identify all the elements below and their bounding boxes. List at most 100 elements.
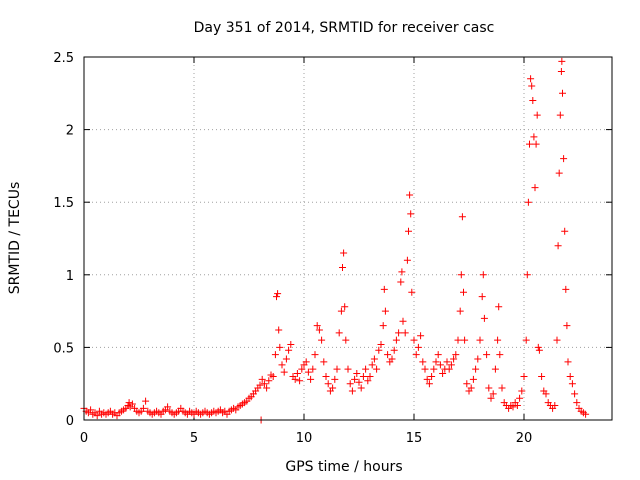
data-point xyxy=(344,365,352,373)
data-point xyxy=(498,384,506,392)
data-point xyxy=(553,336,561,344)
data-point xyxy=(439,370,447,378)
y-tick-label: 2.5 xyxy=(53,51,74,66)
data-point xyxy=(522,336,530,344)
data-point xyxy=(346,380,354,388)
data-point xyxy=(291,375,299,383)
data-point xyxy=(302,358,310,366)
data-point xyxy=(485,384,493,392)
y-tick-label: 2 xyxy=(66,124,74,139)
data-point xyxy=(322,372,330,380)
data-point xyxy=(125,399,133,407)
data-point xyxy=(377,340,385,348)
data-point xyxy=(566,372,574,380)
data-point xyxy=(454,336,462,344)
data-point xyxy=(430,365,438,373)
data-point xyxy=(528,82,536,90)
data-point xyxy=(445,365,453,373)
data-point xyxy=(407,210,415,218)
data-point xyxy=(353,370,361,378)
data-point xyxy=(307,375,315,383)
data-point xyxy=(380,285,388,293)
data-point xyxy=(496,351,504,359)
data-point xyxy=(526,140,533,148)
data-point xyxy=(563,322,571,330)
data-point xyxy=(529,97,537,105)
data-point xyxy=(296,377,304,385)
data-point xyxy=(318,336,326,344)
data-point xyxy=(474,355,482,363)
data-point xyxy=(555,169,563,177)
data-point xyxy=(480,314,488,322)
data-point xyxy=(335,329,343,337)
data-point xyxy=(329,384,337,392)
data-point xyxy=(524,198,532,206)
data-point xyxy=(373,365,381,373)
data-point xyxy=(274,290,282,298)
data-point xyxy=(408,288,416,296)
data-point xyxy=(417,332,425,340)
x-tick-label: 15 xyxy=(406,431,423,446)
data-point xyxy=(538,372,546,380)
data-point xyxy=(395,329,403,337)
data-point xyxy=(494,336,502,344)
data-point xyxy=(489,390,497,398)
x-tick-label: 10 xyxy=(296,431,313,446)
data-point xyxy=(495,303,503,311)
data-point xyxy=(554,242,562,250)
data-point xyxy=(278,361,286,369)
data-point xyxy=(452,351,460,359)
data-point xyxy=(456,307,464,315)
data-point xyxy=(412,351,420,359)
data-point xyxy=(561,227,569,235)
data-points xyxy=(80,57,590,424)
data-point xyxy=(556,111,564,119)
data-point xyxy=(398,268,406,276)
data-point xyxy=(428,372,436,380)
data-point xyxy=(293,370,301,378)
y-tick-label: 1.5 xyxy=(53,196,74,211)
data-point xyxy=(273,293,280,301)
data-point xyxy=(516,394,524,402)
data-point xyxy=(364,377,372,385)
data-point xyxy=(87,406,95,414)
data-point xyxy=(542,390,550,398)
data-point xyxy=(460,288,467,296)
data-point xyxy=(287,340,295,348)
data-point xyxy=(362,365,370,373)
data-point xyxy=(568,380,576,388)
data-point xyxy=(366,372,374,380)
data-point xyxy=(513,401,521,409)
data-point xyxy=(432,358,440,366)
data-point xyxy=(560,155,568,163)
data-point xyxy=(443,358,451,366)
data-point xyxy=(313,322,321,330)
data-point xyxy=(331,375,339,383)
data-point xyxy=(271,351,279,359)
data-point xyxy=(557,68,565,76)
x-tick-label: 20 xyxy=(516,431,533,446)
data-point xyxy=(348,387,356,395)
data-point xyxy=(263,384,271,392)
data-point xyxy=(276,343,284,351)
y-tick-label: 0.5 xyxy=(53,341,74,356)
data-point xyxy=(333,365,341,373)
data-point xyxy=(531,184,539,192)
data-point xyxy=(487,394,495,402)
y-tick-label: 1 xyxy=(66,269,74,284)
data-point xyxy=(551,401,559,409)
data-point xyxy=(399,317,407,325)
data-point xyxy=(469,375,477,383)
data-point xyxy=(359,372,367,380)
data-point xyxy=(401,329,409,337)
data-point xyxy=(282,355,290,363)
data-point xyxy=(491,365,499,373)
data-point xyxy=(518,387,526,395)
data-point xyxy=(280,368,288,376)
data-point xyxy=(256,381,264,389)
data-point xyxy=(532,140,540,148)
data-point xyxy=(390,346,398,354)
data-point xyxy=(397,278,405,286)
data-point xyxy=(410,336,418,344)
